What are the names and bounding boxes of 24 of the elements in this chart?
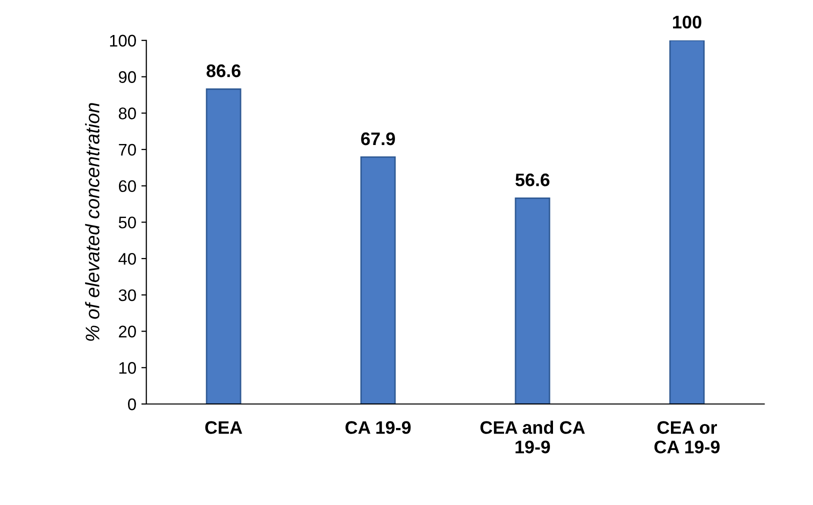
bar [360,156,396,404]
bar [206,88,242,404]
data-label: 67.9 [361,132,395,146]
x-tick-label: CEA [205,421,242,434]
y-axis-title: % of elevated concentration [85,103,100,341]
y-tick-label: 10 [119,362,136,374]
y-tick-label: 30 [118,289,136,302]
y-tick-label: 70 [118,144,136,156]
y-tick-label: 20 [118,326,136,338]
data-label: 100 [673,16,702,28]
data-label: 56.6 [516,174,550,186]
y-tick-label: 50 [118,216,136,228]
y-tick-label: 40 [118,252,136,265]
x-tick-label: CEA or CA 19-9 [654,421,720,454]
x-tick-label: CA 19-9 [346,421,411,434]
x-tick-label: CEA and CA 19-9 [480,420,585,454]
bar [669,40,705,404]
bar [514,198,550,404]
y-tick-label: 60 [118,180,136,192]
data-label: 86.6 [206,64,240,78]
y-tick-label: 80 [118,108,136,120]
y-tick-label: 90 [118,71,136,83]
y-tick-label: 100 [110,34,136,47]
y-tick-label: 0 [128,398,136,410]
